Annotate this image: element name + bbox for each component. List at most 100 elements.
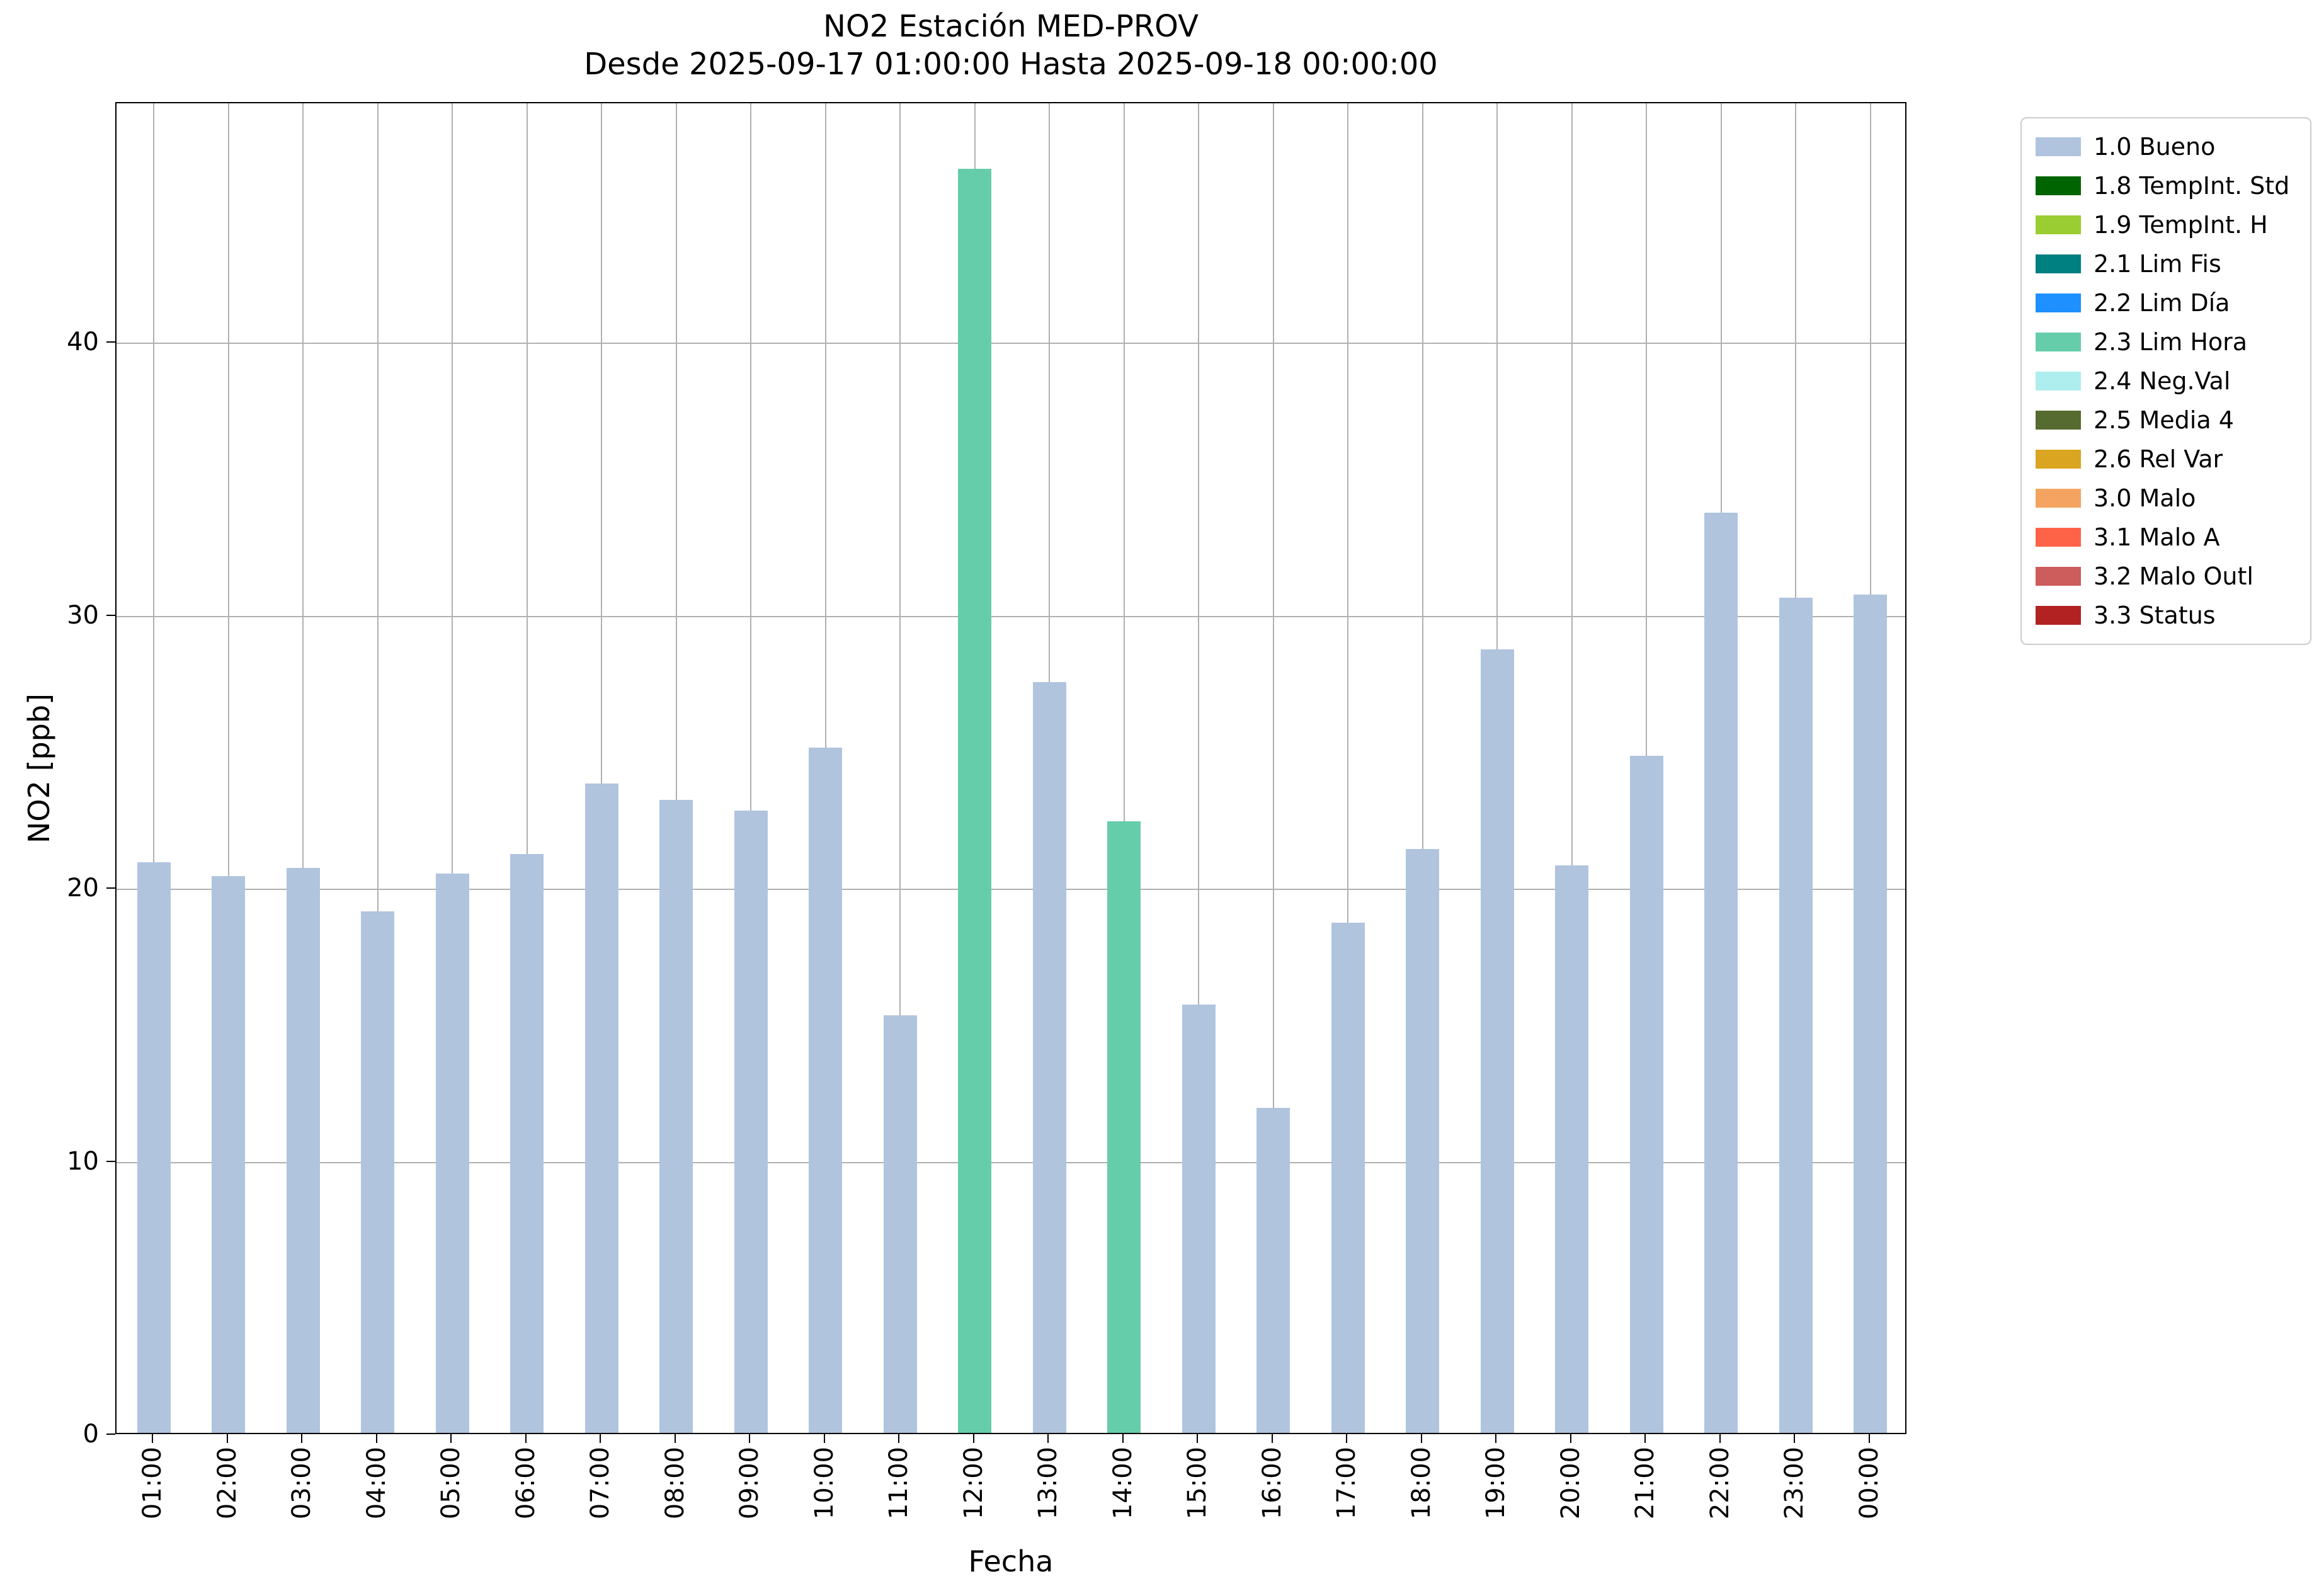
x-tick-label: 14:00: [1108, 1447, 1137, 1520]
x-tick-label: 10:00: [809, 1447, 839, 1520]
y-tick-mark: [106, 887, 115, 889]
x-tick-mark: [1794, 1434, 1796, 1443]
y-tick-label: 20: [67, 874, 99, 903]
legend-label: 3.3 Status: [2094, 601, 2216, 629]
x-tick-label: 07:00: [586, 1447, 615, 1520]
x-tick-label: 22:00: [1705, 1447, 1735, 1520]
x-tick-mark: [1346, 1434, 1348, 1443]
y-tick-label: 0: [83, 1420, 99, 1449]
x-tick-label: 11:00: [884, 1447, 914, 1520]
x-tick-label: 15:00: [1183, 1447, 1212, 1520]
x-tick-mark: [1868, 1434, 1870, 1443]
gridline-vertical: [526, 103, 528, 1433]
legend-item: 3.3 Status: [2036, 596, 2296, 635]
bar: [1854, 595, 1887, 1433]
y-tick-mark: [106, 1160, 115, 1162]
bar: [1481, 649, 1514, 1433]
gridline-vertical: [377, 103, 379, 1433]
gridline-horizontal: [117, 343, 1905, 345]
gridline-horizontal: [117, 1161, 1905, 1163]
gridline-vertical: [899, 103, 901, 1433]
x-tick-label: 21:00: [1631, 1447, 1660, 1520]
legend-swatch: [2036, 567, 2081, 586]
gridline-vertical: [1123, 103, 1125, 1433]
bar: [1555, 865, 1588, 1433]
bar: [1704, 513, 1738, 1433]
bar: [137, 862, 171, 1433]
x-tick-mark: [1719, 1434, 1721, 1443]
y-tick-label: 30: [67, 600, 99, 630]
legend-label: 1.0 Bueno: [2094, 133, 2216, 161]
x-tick-mark: [525, 1434, 527, 1443]
legend-item: 3.0 Malo: [2036, 479, 2296, 518]
y-tick-label: 40: [67, 328, 99, 357]
legend: 1.0 Bueno 1.8 TempInt. Std 1.9 TempInt. H 2…: [2020, 117, 2311, 645]
bar: [1107, 821, 1141, 1433]
y-tick-label: 10: [67, 1146, 99, 1176]
bar: [287, 868, 320, 1433]
gridline-vertical: [227, 103, 229, 1433]
x-tick-mark: [972, 1434, 974, 1443]
legend-swatch: [2036, 411, 2081, 430]
x-tick-label: 23:00: [1780, 1447, 1809, 1520]
legend-item: 1.9 TempInt. H: [2036, 205, 2296, 244]
bar: [1630, 756, 1663, 1433]
x-tick-mark: [1570, 1434, 1571, 1443]
x-tick-mark: [450, 1434, 452, 1443]
legend-swatch: [2036, 528, 2081, 547]
gridline-vertical: [153, 103, 155, 1433]
bar: [436, 874, 469, 1433]
gridline-horizontal: [117, 615, 1905, 617]
x-tick-mark: [1644, 1434, 1646, 1443]
legend-item: 2.3 Lim Hora: [2036, 322, 2296, 362]
bar: [659, 800, 693, 1433]
x-tick-label: 09:00: [735, 1447, 765, 1520]
chart-title: NO2 Estación MED-PROV: [823, 9, 1199, 44]
x-tick-label: 05:00: [436, 1447, 466, 1520]
x-tick-mark: [823, 1434, 825, 1443]
x-tick-mark: [1047, 1434, 1049, 1443]
y-tick-mark: [106, 614, 115, 616]
chart-subtitle: Desde 2025-09-17 01:00:00 Hasta 2025-09-…: [584, 47, 1438, 82]
legend-swatch: [2036, 606, 2081, 625]
legend-item: 2.2 Lim Día: [2036, 283, 2296, 322]
x-tick-mark: [1197, 1434, 1199, 1443]
legend-swatch: [2036, 254, 2081, 273]
legend-label: 1.9 TempInt. H: [2094, 211, 2268, 239]
bar: [1331, 923, 1365, 1433]
legend-swatch: [2036, 294, 2081, 312]
y-tick-mark: [106, 341, 115, 343]
legend-item: 2.1 Lim Fis: [2036, 244, 2296, 283]
bar: [1256, 1108, 1290, 1433]
x-axis-label: Fecha: [968, 1544, 1054, 1578]
legend-label: 2.6 Rel Var: [2094, 445, 2223, 473]
gridline-vertical: [1347, 103, 1349, 1433]
x-tick-mark: [226, 1434, 228, 1443]
bar: [809, 748, 842, 1433]
x-tick-label: 08:00: [660, 1447, 690, 1520]
legend-swatch: [2036, 450, 2081, 469]
x-tick-label: 00:00: [1854, 1447, 1884, 1520]
gridline-vertical: [1272, 103, 1274, 1433]
legend-swatch: [2036, 137, 2081, 156]
x-tick-mark: [898, 1434, 900, 1443]
x-tick-mark: [1495, 1434, 1497, 1443]
bar: [734, 811, 768, 1433]
legend-swatch: [2036, 215, 2081, 234]
bar: [1033, 682, 1066, 1433]
legend-item: 3.1 Malo A: [2036, 518, 2296, 557]
x-tick-mark: [600, 1434, 601, 1443]
legend-label: 2.3 Lim Hora: [2094, 328, 2248, 356]
x-tick-label: 18:00: [1406, 1447, 1436, 1520]
gridline-vertical: [1571, 103, 1573, 1433]
x-tick-label: 13:00: [1034, 1447, 1063, 1520]
bar: [958, 169, 991, 1433]
chart-title-block: NO2 Estación MED-PROV Desde 2025-09-17 0…: [115, 8, 1906, 83]
legend-item: 1.0 Bueno: [2036, 127, 2296, 166]
x-tick-label: 04:00: [362, 1447, 391, 1520]
x-tick-mark: [749, 1434, 751, 1443]
x-tick-label: 12:00: [959, 1447, 988, 1520]
gridline-horizontal: [117, 889, 1905, 891]
legend-label: 2.4 Neg.Val: [2094, 367, 2231, 395]
